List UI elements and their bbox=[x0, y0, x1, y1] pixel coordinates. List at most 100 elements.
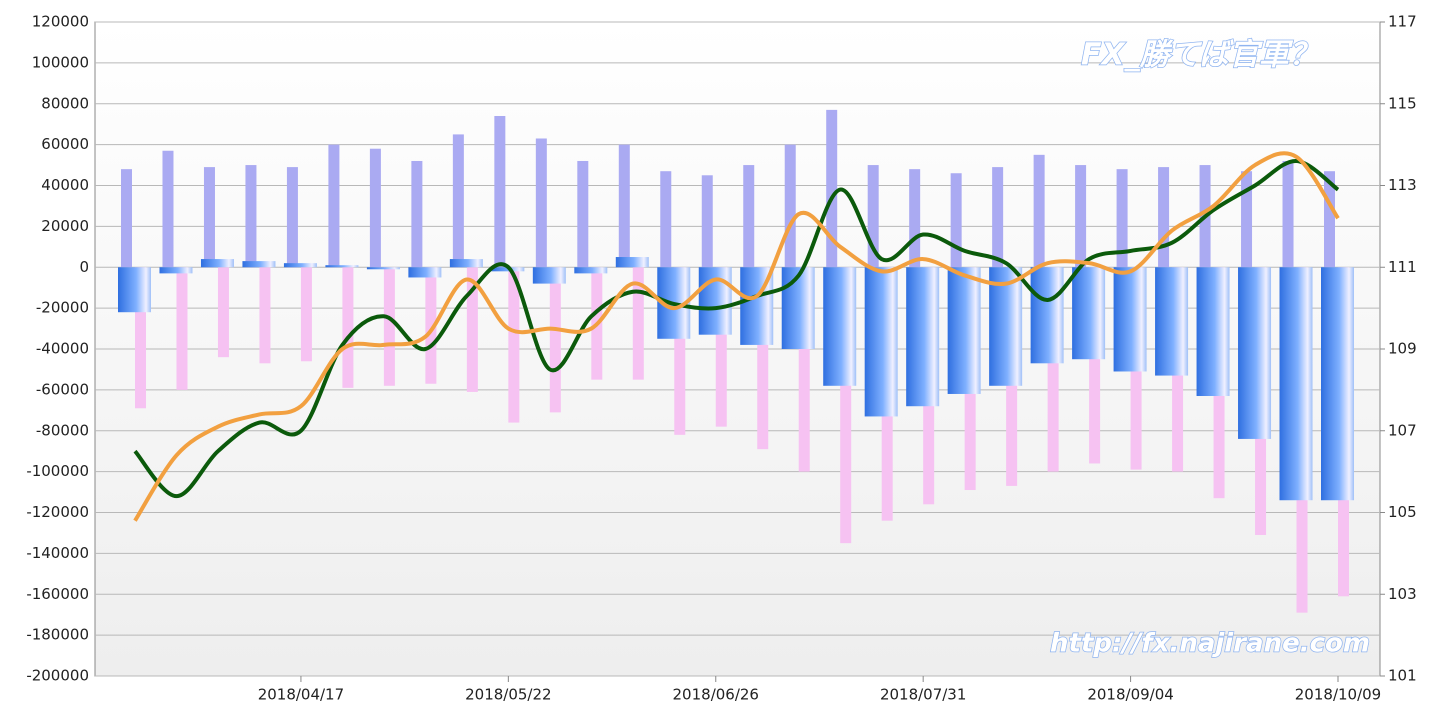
bar bbox=[840, 267, 852, 544]
y2-tick-label: 113 bbox=[1388, 176, 1417, 194]
y-tick-label: -160000 bbox=[26, 585, 89, 603]
y-tick-label: 80000 bbox=[41, 94, 89, 112]
bar bbox=[781, 267, 815, 349]
bar bbox=[618, 144, 630, 268]
y-tick-label: 0 bbox=[79, 258, 89, 276]
bar bbox=[328, 144, 340, 268]
bar bbox=[989, 267, 1023, 386]
bar bbox=[1238, 267, 1272, 439]
watermark-title: FX_勝てば官軍？ bbox=[1081, 38, 1319, 73]
bar bbox=[909, 169, 921, 268]
x-tick-label: 2018/09/04 bbox=[1087, 686, 1173, 704]
bar bbox=[425, 267, 437, 384]
bar bbox=[757, 267, 769, 450]
bar bbox=[1282, 160, 1294, 268]
bar bbox=[535, 138, 547, 268]
bar bbox=[532, 267, 566, 284]
x-tick-label: 2018/04/17 bbox=[258, 686, 344, 704]
bar bbox=[826, 109, 838, 268]
bar bbox=[1158, 167, 1170, 268]
bar bbox=[660, 171, 672, 268]
line bbox=[133, 151, 1340, 522]
bar bbox=[992, 167, 1004, 268]
bar bbox=[1033, 154, 1045, 268]
bar bbox=[1155, 267, 1189, 376]
y2-tick-label: 111 bbox=[1388, 258, 1417, 276]
bar bbox=[325, 265, 359, 268]
y2-tick-label: 107 bbox=[1388, 421, 1417, 439]
x-tick-label: 2018/06/26 bbox=[673, 686, 759, 704]
bar bbox=[159, 267, 193, 274]
bar bbox=[574, 267, 608, 274]
x-tick-label: 2018/05/22 bbox=[465, 686, 551, 704]
bar bbox=[1113, 267, 1147, 372]
y-tick-label: -80000 bbox=[36, 421, 89, 439]
x-tick-label: 2018/10/09 bbox=[1295, 686, 1381, 704]
bar bbox=[118, 267, 151, 313]
bar bbox=[1047, 267, 1059, 472]
y-tick-label: 100000 bbox=[32, 53, 89, 71]
bar bbox=[950, 173, 962, 268]
bar bbox=[701, 175, 713, 268]
watermark-url: http://fx.najirane.com bbox=[1050, 629, 1370, 659]
bar bbox=[1279, 267, 1313, 501]
bar bbox=[411, 160, 423, 268]
bar bbox=[366, 267, 400, 270]
bar bbox=[1324, 171, 1335, 268]
y2-tick-label: 103 bbox=[1388, 585, 1417, 603]
bar bbox=[408, 267, 442, 278]
y-tick-label: 20000 bbox=[41, 217, 89, 235]
bar bbox=[1089, 267, 1101, 464]
bar bbox=[947, 267, 981, 394]
y-tick-label: -180000 bbox=[26, 626, 89, 644]
bar bbox=[864, 267, 898, 417]
bar bbox=[1030, 267, 1064, 364]
bar bbox=[743, 165, 755, 268]
bar bbox=[674, 267, 686, 435]
bar bbox=[383, 267, 395, 386]
bar bbox=[200, 259, 234, 268]
y-tick-label: 60000 bbox=[41, 135, 89, 153]
y2-tick-label: 101 bbox=[1388, 667, 1417, 685]
bar bbox=[698, 267, 732, 335]
y2-tick-label: 115 bbox=[1388, 94, 1417, 112]
bar bbox=[466, 267, 478, 392]
y2-tick-label: 109 bbox=[1388, 340, 1417, 358]
bar bbox=[1321, 267, 1354, 501]
bar bbox=[1075, 165, 1087, 268]
bar bbox=[283, 263, 317, 268]
bar bbox=[286, 167, 298, 268]
y-tick-label: -40000 bbox=[36, 340, 89, 358]
bar bbox=[615, 257, 649, 268]
bar bbox=[823, 267, 857, 386]
bar bbox=[798, 267, 810, 472]
bar bbox=[203, 167, 215, 268]
bar bbox=[135, 267, 146, 409]
bar bbox=[867, 165, 879, 268]
bar bbox=[242, 261, 276, 268]
bar bbox=[452, 134, 464, 268]
bar bbox=[632, 267, 644, 380]
y2-tick-label: 117 bbox=[1388, 13, 1417, 31]
bar bbox=[259, 267, 271, 364]
bar bbox=[1196, 267, 1230, 397]
bar bbox=[494, 116, 506, 268]
bar bbox=[508, 267, 520, 423]
bar bbox=[1116, 169, 1128, 268]
bar bbox=[715, 267, 727, 427]
y-tick-label: -100000 bbox=[26, 462, 89, 480]
y-tick-label: -200000 bbox=[26, 667, 89, 685]
bar bbox=[369, 148, 381, 268]
bar bbox=[784, 144, 796, 268]
bar bbox=[449, 259, 483, 268]
bar bbox=[162, 150, 174, 268]
y-tick-label: -140000 bbox=[26, 544, 89, 562]
bar bbox=[121, 169, 132, 268]
y-tick-label: 40000 bbox=[41, 176, 89, 194]
x-tick-label: 2018/07/31 bbox=[880, 686, 966, 704]
bar bbox=[342, 267, 354, 388]
y-tick-label: 120000 bbox=[32, 13, 89, 31]
y2-tick-label: 105 bbox=[1388, 503, 1417, 521]
bar bbox=[176, 267, 188, 390]
